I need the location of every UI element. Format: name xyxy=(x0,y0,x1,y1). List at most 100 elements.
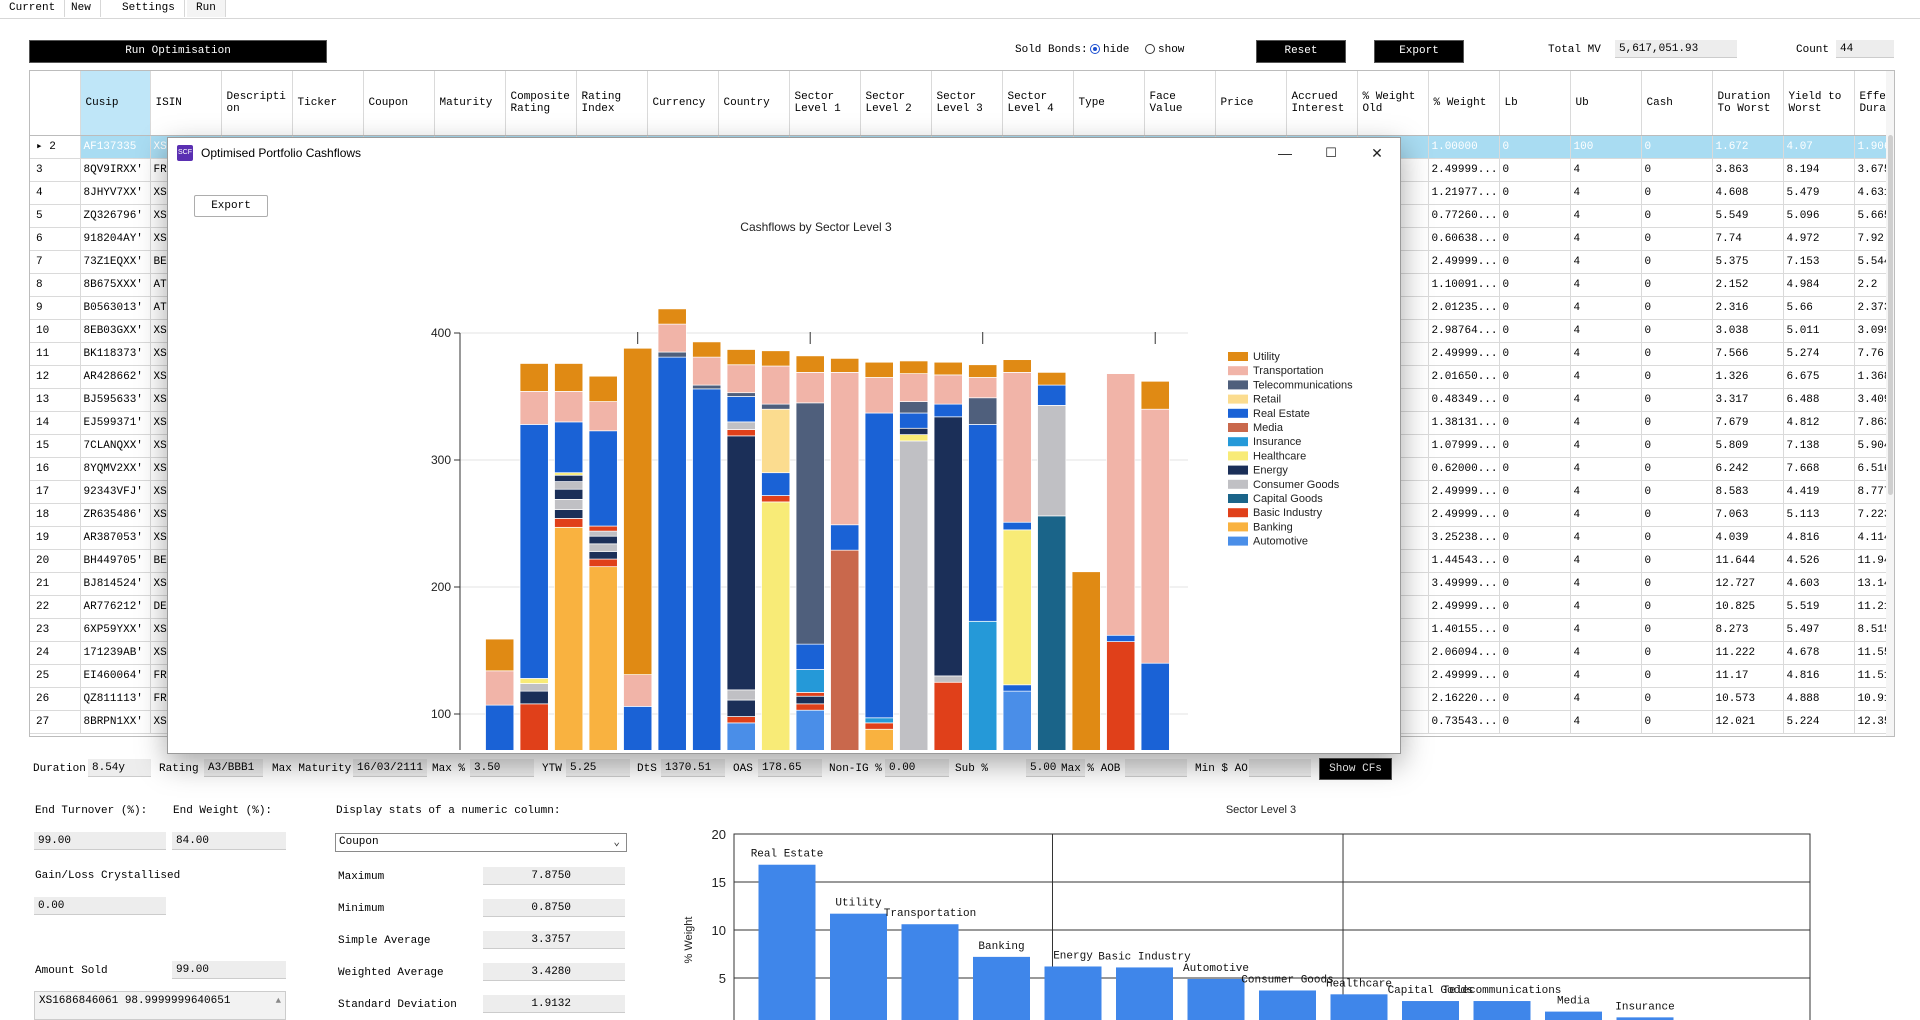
table-cell[interactable]: 5.375 xyxy=(1712,250,1784,274)
table-cell[interactable]: 0 xyxy=(1641,687,1713,711)
table-cell[interactable]: 5.549 xyxy=(1712,204,1784,228)
table-cell[interactable]: EI460064' xyxy=(80,664,151,688)
tab-current[interactable]: Current xyxy=(0,0,66,17)
table-cell[interactable]: 4 xyxy=(1570,250,1642,274)
table-cell[interactable]: ZR635486' xyxy=(80,503,151,527)
table-cell[interactable]: 7.138 xyxy=(1783,434,1855,458)
table-cell[interactable]: 12.021 xyxy=(1712,710,1784,734)
table-cell[interactable]: 92343VFJ' xyxy=(80,480,151,504)
table-cell[interactable]: 0 xyxy=(1641,135,1713,159)
table-cell[interactable]: 1.00000 xyxy=(1428,135,1500,159)
column-header-sector-level-4[interactable]: Sector Level 4 xyxy=(1002,71,1074,136)
table-cell[interactable]: 6.516 xyxy=(1854,457,1894,481)
column-header-weight-old[interactable]: % Weight Old xyxy=(1357,71,1429,136)
table-cell[interactable]: 4.812 xyxy=(1783,411,1855,435)
table-cell[interactable]: 2.49999... xyxy=(1428,158,1500,182)
column-header-maturity[interactable]: Maturity xyxy=(434,71,506,136)
table-cell[interactable]: 0.48349... xyxy=(1428,388,1500,412)
table-cell[interactable]: 4 xyxy=(1570,227,1642,251)
table-cell[interactable]: 4.972 xyxy=(1783,227,1855,251)
column-header-duration-to-worst[interactable]: Duration To Worst xyxy=(1712,71,1784,136)
table-cell[interactable]: 0 xyxy=(1641,342,1713,366)
table-cell[interactable]: 13.141 xyxy=(1854,572,1894,596)
table-cell[interactable]: 4 xyxy=(1570,181,1642,205)
table-cell[interactable]: 4 xyxy=(1570,618,1642,642)
column-header-cusip[interactable]: Cusip xyxy=(80,71,151,136)
table-cell[interactable]: 0 xyxy=(1499,641,1571,665)
column-header-composite-rating[interactable]: Composite Rating xyxy=(505,71,577,136)
column-header-rating-index[interactable]: Rating Index xyxy=(576,71,648,136)
column-header-ticker[interactable]: Ticker xyxy=(292,71,364,136)
table-cell[interactable]: 0 xyxy=(1499,526,1571,550)
row-number[interactable]: 4 xyxy=(30,181,81,205)
table-cell[interactable]: 4.039 xyxy=(1712,526,1784,550)
table-cell[interactable]: 6.242 xyxy=(1712,457,1784,481)
table-cell[interactable]: 4 xyxy=(1570,434,1642,458)
column-header-row[interactable] xyxy=(30,71,81,136)
table-cell[interactable]: 4 xyxy=(1570,503,1642,527)
show-radio[interactable]: show xyxy=(1145,42,1184,58)
table-cell[interactable]: 0 xyxy=(1499,296,1571,320)
table-cell[interactable]: 0 xyxy=(1499,365,1571,389)
table-cell[interactable]: 12.727 xyxy=(1712,572,1784,596)
table-cell[interactable]: 2.49999... xyxy=(1428,595,1500,619)
row-number[interactable]: 25 xyxy=(30,664,81,688)
table-cell[interactable]: 0 xyxy=(1499,549,1571,573)
table-cell[interactable]: 7.063 xyxy=(1712,503,1784,527)
table-cell[interactable]: 0.77260... xyxy=(1428,204,1500,228)
table-cell[interactable]: 7.76 xyxy=(1854,342,1894,366)
table-cell[interactable]: 5.224 xyxy=(1783,710,1855,734)
table-cell[interactable]: 0 xyxy=(1641,618,1713,642)
column-header-yield-to-worst[interactable]: Yield to Worst xyxy=(1783,71,1855,136)
row-number[interactable]: 18 xyxy=(30,503,81,527)
table-cell[interactable]: 4 xyxy=(1570,319,1642,343)
row-number[interactable]: 10 xyxy=(30,319,81,343)
table-cell[interactable]: 100 xyxy=(1570,135,1642,159)
column-header-price[interactable]: Price xyxy=(1215,71,1287,136)
table-cell[interactable]: 7.566 xyxy=(1712,342,1784,366)
table-cell[interactable]: 4 xyxy=(1570,342,1642,366)
column-header-sector-level-1[interactable]: Sector Level 1 xyxy=(789,71,861,136)
maximize-icon[interactable]: ☐ xyxy=(1325,145,1337,160)
hide-radio[interactable]: hide xyxy=(1090,42,1129,58)
table-cell[interactable]: 2.316 xyxy=(1712,296,1784,320)
dialog-export-button[interactable]: Export xyxy=(194,195,268,217)
table-cell[interactable]: 0 xyxy=(1499,434,1571,458)
table-cell[interactable]: EJ599371' xyxy=(80,411,151,435)
table-cell[interactable]: 6.488 xyxy=(1783,388,1855,412)
table-cell[interactable]: 8.273 xyxy=(1712,618,1784,642)
table-cell[interactable]: 4 xyxy=(1570,687,1642,711)
table-cell[interactable]: 3.675 xyxy=(1854,158,1894,182)
table-cell[interactable]: 4.816 xyxy=(1783,664,1855,688)
table-cell[interactable]: 0.62000... xyxy=(1428,457,1500,481)
row-number[interactable]: 21 xyxy=(30,572,81,596)
table-cell[interactable]: 0 xyxy=(1499,158,1571,182)
table-cell[interactable]: AR387053' xyxy=(80,526,151,550)
tab-new[interactable]: New xyxy=(62,0,101,17)
table-cell[interactable]: 0 xyxy=(1641,480,1713,504)
table-cell[interactable]: 7.668 xyxy=(1783,457,1855,481)
row-number[interactable]: 9 xyxy=(30,296,81,320)
table-cell[interactable]: 3.863 xyxy=(1712,158,1784,182)
table-cell[interactable]: 1.368 xyxy=(1854,365,1894,389)
table-cell[interactable]: 5.809 xyxy=(1712,434,1784,458)
table-cell[interactable]: 6XP59YXX' xyxy=(80,618,151,642)
table-cell[interactable]: 10.573 xyxy=(1712,687,1784,711)
stats-column-select[interactable]: Coupon ⌄ xyxy=(335,833,627,852)
table-cell[interactable]: 4 xyxy=(1570,296,1642,320)
table-cell[interactable]: 8BRPN1XX' xyxy=(80,710,151,734)
table-cell[interactable]: 0 xyxy=(1641,388,1713,412)
table-cell[interactable]: 2.49999... xyxy=(1428,664,1500,688)
table-cell[interactable]: 7.679 xyxy=(1712,411,1784,435)
max-aob-field[interactable] xyxy=(1125,759,1187,777)
table-cell[interactable]: 4 xyxy=(1570,664,1642,688)
table-cell[interactable]: 4.608 xyxy=(1712,181,1784,205)
table-cell[interactable]: 0 xyxy=(1641,411,1713,435)
column-header-face-value[interactable]: Face Value xyxy=(1144,71,1216,136)
table-cell[interactable]: 0 xyxy=(1499,388,1571,412)
row-number[interactable]: ▸ 2 xyxy=(30,135,81,159)
column-header-coupon[interactable]: Coupon xyxy=(363,71,435,136)
row-number[interactable]: 26 xyxy=(30,687,81,711)
table-cell[interactable]: 3.099 xyxy=(1854,319,1894,343)
table-cell[interactable]: 4.07 xyxy=(1783,135,1855,159)
